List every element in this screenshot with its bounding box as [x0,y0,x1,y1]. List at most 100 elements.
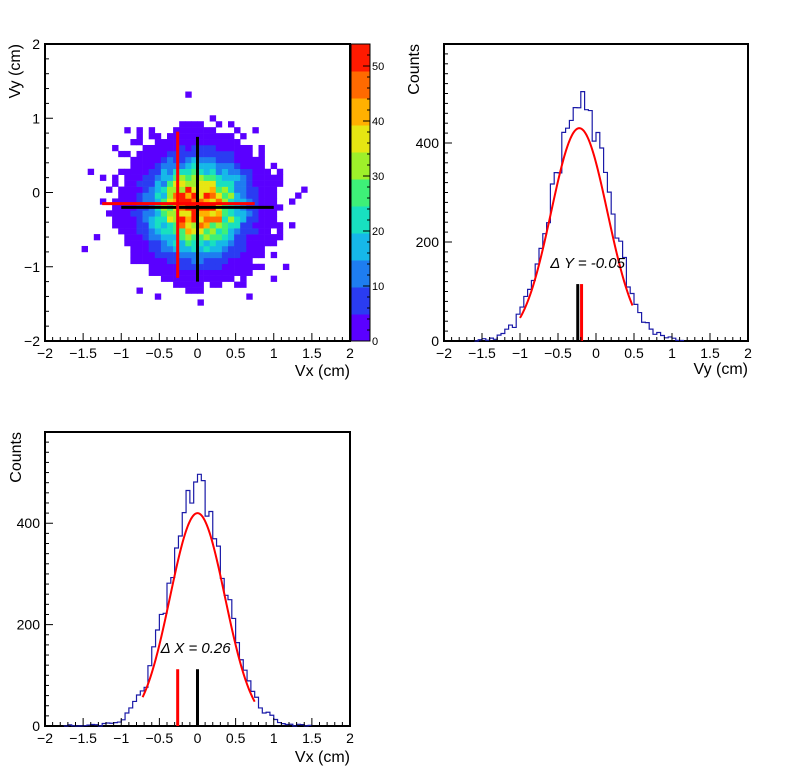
heatmap-cell [203,210,210,217]
colorbar-tick-label: 10 [372,281,384,293]
heatmap-cell [221,174,229,181]
heatmap-cell [191,234,198,241]
heatmap-cell [215,162,223,170]
y-tick-label: 1 [32,110,40,126]
heatmap-cell [209,168,217,175]
vx-y-axis-label: Counts [8,432,25,483]
heatmap-cell [124,186,131,193]
heatmap-cell [81,245,88,253]
heatmap-cell [234,257,241,265]
heatmap-cell [136,228,143,235]
heatmap-cell [136,180,143,187]
heatmap-cell [124,198,131,205]
heatmap-cell [148,192,156,199]
heatmap-cell [191,287,198,294]
heatmap-cell [148,210,156,217]
heatmap-cell [215,144,223,152]
heatmap-cell [246,293,253,300]
heatmap-cell [148,168,156,175]
heatmap-cell [234,186,241,193]
heatmap-cell [240,174,247,181]
heatmap-cell [252,192,259,199]
heatmap-cell [234,174,241,181]
heatmap-cell [234,162,241,170]
heatmap-cell [240,269,247,276]
heatmap-cell [191,180,198,187]
colorbar-segment [351,314,370,342]
heatmap-cell [179,180,186,187]
heatmap-cell [191,216,198,223]
heatmap-cell [160,139,168,146]
heatmap-cell [197,234,204,241]
heatmap-cell [246,168,253,175]
heatmap-cell [264,210,271,217]
heatmap-cell [160,156,168,164]
heatmap-cell [246,144,253,152]
heatmap-cell [112,174,119,181]
heatmap-cell [228,216,235,223]
vx-y-ticks: 0 200 400 [17,431,53,734]
heatmap-cell [252,240,259,247]
heatmap-cell [228,251,235,259]
heatmap-cell [209,251,217,259]
heatmap-cell [234,156,241,164]
heatmap-cell [258,245,265,253]
heatmap-cell [142,228,149,235]
heatmap-cell [209,162,217,170]
heatmap-cell [173,281,180,288]
heatmap-cell [258,251,265,259]
heatmap-cell [270,162,278,170]
heatmap-cell [203,156,210,164]
delta-y-annotation: Δ Y = -0.05 [549,255,625,272]
heatmap-cell [234,228,241,235]
heatmap-cell [191,222,198,229]
heatmap-cell [209,133,217,140]
heatmap-cell [160,269,168,276]
heatmap-cell [154,174,162,181]
heatmap-cell [203,198,210,205]
heatmap-cell [112,180,119,187]
heatmap-cell [118,198,125,205]
heatmap-cell [246,222,253,229]
heatmap-cell [209,263,217,271]
heatmap-cell [228,168,235,175]
heatmap-cell [167,133,174,140]
heatmap-cell [185,251,192,259]
heatmap-cell [246,257,253,265]
heatmap-cell [160,198,168,205]
heatmap-cell [203,234,210,241]
heatmap-cell [246,180,253,187]
heatmap-cell [203,192,210,199]
heatmap-cell [215,222,223,229]
heatmap-cell [234,234,241,241]
heatmap-cell [228,269,235,276]
heatmap-cell [252,210,259,217]
heatmap-cell [228,263,235,271]
heatmap-cell [240,150,247,158]
heatmap-cell [197,180,204,187]
heatmap-cell [167,251,174,259]
heatmap-cell [252,216,259,223]
heatmap-cell [252,198,259,205]
heatmap-cell [167,156,174,164]
heatmap-cell [234,144,241,152]
heatmap-cell [258,156,265,164]
heatmap-cell [203,168,210,175]
heatmap-cell [148,162,156,170]
heatmap-cell [197,133,204,140]
heatmap-cell [160,174,168,181]
heatmap-cell [252,222,259,229]
heatmap-cell [197,210,204,217]
heatmap-cell [185,91,192,98]
heatmap-cell [228,257,235,265]
heatmap-cell [252,245,259,253]
heatmap-cell [209,240,217,247]
colorbar-segment [351,98,370,126]
heatmap-cells [81,91,308,306]
heatmap-cell [160,144,168,152]
heatmap-cell [209,228,217,235]
heatmap-cell [185,287,192,294]
heatmap-cell [173,127,180,134]
heatmap-cell [228,121,235,128]
heatmap-cell [258,174,265,181]
